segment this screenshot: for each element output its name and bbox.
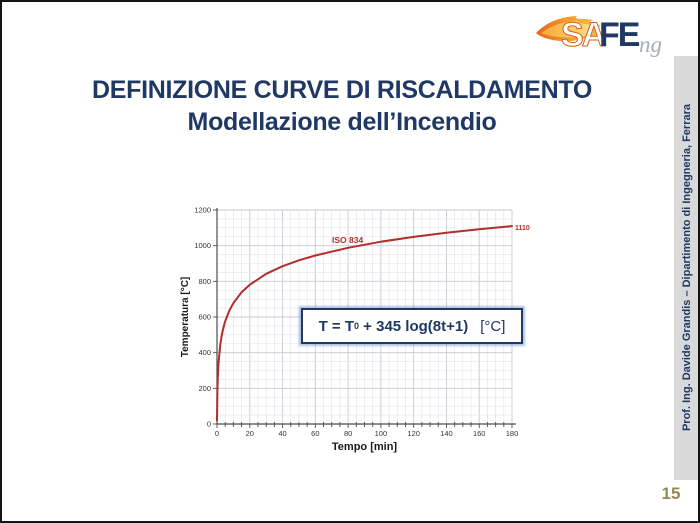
- y-axis-title: Temperatura [°C]: [180, 277, 191, 358]
- x-tick-label: 180: [506, 429, 519, 438]
- y-tick-label: 800: [198, 277, 211, 286]
- x-tick-label: 20: [246, 429, 254, 438]
- y-tick-label: 1000: [194, 241, 211, 250]
- slide-title: DEFINIZIONE CURVE DI RISCALDAMENTO: [91, 76, 593, 104]
- iso834-chart-svg: 0 20 40 60 80 100 120 140 160 180 0 200 400 600 800 100…: [180, 206, 530, 454]
- x-tick-label: 120: [407, 429, 420, 438]
- logo-text-ng: ng: [639, 32, 662, 57]
- logo-text-sa: SA: [561, 16, 606, 54]
- y-tick-label: 600: [198, 313, 211, 322]
- y-tick-label: 0: [207, 420, 211, 429]
- y-tick-label: 1200: [194, 206, 211, 215]
- logo-text-fe: FE: [599, 16, 640, 54]
- formula-lhs: T = T: [318, 317, 354, 335]
- x-axis-title: Tempo [min]: [332, 441, 398, 453]
- curve-label: ISO 834: [332, 235, 363, 245]
- flame-icon: [536, 16, 603, 42]
- formula-unit: [°C]: [480, 317, 506, 335]
- y-tick-label: 400: [198, 348, 211, 357]
- x-tick-label: 100: [375, 429, 388, 438]
- formula-subscript: 0: [354, 321, 360, 331]
- x-tick-label: 0: [215, 429, 219, 438]
- title-block: DEFINIZIONE CURVE DI RISCALDAMENTO Model…: [2, 74, 682, 137]
- x-tick-label: 140: [440, 429, 453, 438]
- x-tick-label: 160: [473, 429, 486, 438]
- x-tick-label: 40: [278, 429, 286, 438]
- page-number: 15: [661, 484, 681, 503]
- x-tick-label: 80: [344, 429, 352, 438]
- slide-subtitle: Modellazione dell’Incendio: [187, 107, 497, 136]
- iso834-curve: [216, 225, 513, 422]
- credit-text: Prof. Ing. Davide Grandis – Dipartimento…: [681, 104, 693, 432]
- safeng-logo: SA FE ng: [535, 8, 667, 58]
- curve-end-value: 1110: [515, 225, 530, 232]
- y-tick-label: 200: [198, 384, 211, 393]
- x-tick-label: 60: [311, 429, 319, 438]
- safeng-logo-graphic: SA FE ng: [536, 16, 662, 57]
- credit-strip: Prof. Ing. Davide Grandis – Dipartimento…: [674, 56, 698, 480]
- formula-rhs: + 345 log(8t+1): [359, 317, 469, 335]
- iso834-chart: 0 20 40 60 80 100 120 140 160 180 0 200 400 600 800 100…: [177, 200, 542, 458]
